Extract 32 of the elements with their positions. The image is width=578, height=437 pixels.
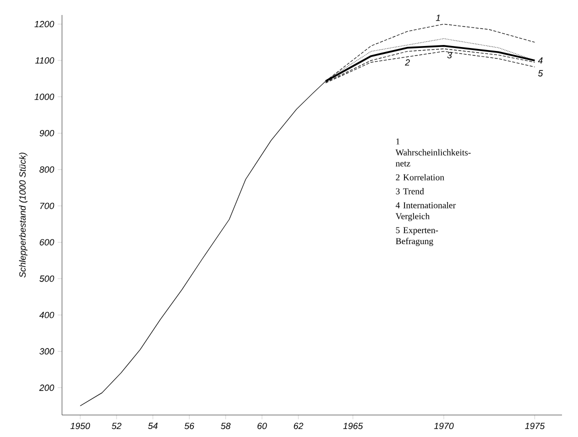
x-tick-label: 1975 (524, 422, 545, 430)
y-tick-label: 800 (40, 166, 54, 173)
y-tick-label: 200 (39, 384, 54, 391)
y-tick-label: 900 (40, 130, 54, 136)
y-tick-label: 300 (39, 348, 54, 355)
annotation: 5 (538, 70, 543, 76)
x-tick-label: 54 (148, 422, 158, 430)
y-tick-label: 700 (40, 202, 54, 210)
annotation: 4 Internationaler Vergleich (396, 202, 456, 222)
annotation: 3 Trend (396, 188, 424, 194)
y-tick-label: 400 (39, 312, 54, 318)
x-tick-label: 1950 (70, 422, 90, 430)
x-tick-label: 58 (220, 422, 231, 430)
annotation: 2 Korrelation (396, 174, 444, 180)
annotation: 3 (447, 52, 452, 58)
y-tick-label: 1100 (35, 57, 54, 64)
annotation: 5 Experten-Befragung (396, 227, 438, 246)
y-tick-label: 1200 (34, 20, 54, 28)
y-tick-label: 1000 (34, 94, 54, 100)
x-tick-label: 1965 (343, 422, 363, 430)
x-tick-label: 60 (258, 422, 267, 430)
annotation: 1 Wahrscheinlichkeits-netz (396, 138, 471, 166)
annotation: 2 (404, 59, 410, 66)
x-tick-label: 1970 (434, 422, 454, 430)
x-tick-label: 52 (112, 422, 122, 430)
annotation: 4 (538, 57, 543, 64)
y-axis-title: Schlepperbestand (1000 Stück) (19, 152, 28, 278)
y-tick-label: 500 (39, 275, 54, 282)
y-tick-label: 600 (40, 239, 54, 246)
x-tick-label: 56 (184, 422, 194, 430)
x-tick-label: 62 (294, 422, 304, 430)
annotation: 1 (436, 14, 440, 21)
